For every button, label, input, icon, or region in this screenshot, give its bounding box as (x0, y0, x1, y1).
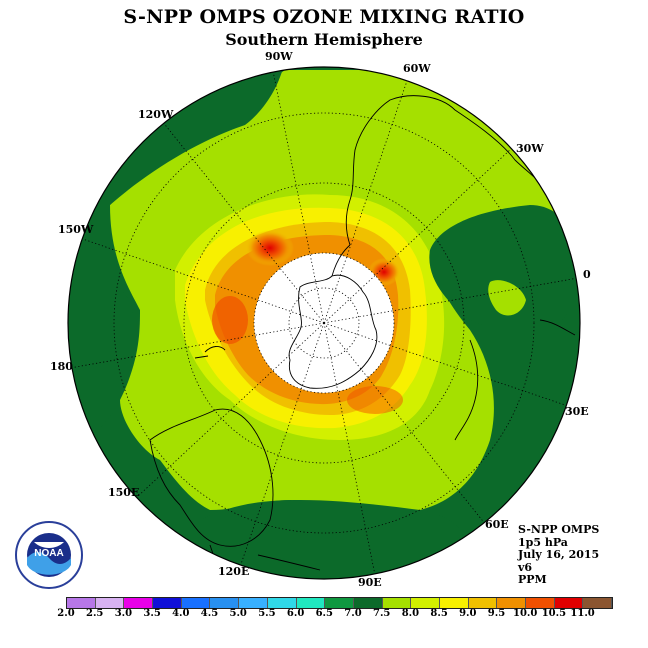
colorbar-tick-label: 8.5 (430, 608, 448, 619)
lon-label-30e: 30E (565, 405, 589, 418)
colorbar-tick-label: 6.5 (315, 608, 333, 619)
lon-label-180: 180 (50, 360, 73, 373)
colorbar-cell (210, 598, 240, 608)
colorbar (66, 597, 614, 609)
coastlines (149, 95, 576, 579)
colorbar-tick-label: 9.0 (459, 608, 477, 619)
colorbar-tick-label: 10.0 (513, 608, 538, 619)
colorbar-cell (239, 598, 268, 608)
info-units: PPM (518, 573, 547, 586)
colorbar-cell (267, 598, 297, 608)
lon-label-150w: 150W (58, 223, 94, 236)
colorbar-tick-label: 4.0 (172, 608, 190, 619)
colorbar-cell (583, 598, 613, 608)
map-subtitle: Southern Hemisphere (225, 30, 423, 49)
lon-label-30w: 30W (516, 142, 544, 155)
map-title: S-NPP OMPS OZONE MIXING RATIO (123, 6, 525, 28)
colorbar-tick-label: 3.0 (114, 608, 133, 619)
ozone-field (68, 67, 580, 579)
colorbar-cell (124, 598, 154, 608)
colorbar-cell (181, 598, 211, 608)
colorbar-cell (468, 598, 498, 608)
lon-label-90e: 90E (358, 576, 382, 589)
colorbar-cell (325, 598, 354, 608)
colorbar-tick-label: 4.5 (200, 608, 219, 619)
info-instrument: S-NPP OMPS (518, 523, 600, 536)
colorbar-cell (153, 598, 182, 608)
colorbar-tick-label: 9.5 (487, 608, 506, 619)
colorbar-tick-label: 7.5 (372, 608, 391, 619)
lon-label-150e: 150E (108, 486, 140, 499)
info-version: v6 (518, 560, 533, 574)
noaa-logo: NOAA (15, 521, 83, 589)
colorbar-cell (526, 598, 555, 608)
colorbar-tick-label: 5.5 (258, 608, 276, 619)
info-level: 1p5 hPa (518, 535, 568, 549)
colorbar-tick-label: 8.0 (401, 608, 420, 619)
colorbar-cell (353, 598, 383, 608)
colorbar-cell (439, 598, 469, 608)
meridian-lines (69, 67, 579, 579)
lon-label-120e: 120E (218, 565, 250, 578)
colorbar-tick-label: 10.5 (541, 608, 567, 619)
product-info: S-NPP OMPS 1p5 hPa July 16, 2015 v6 PPM (518, 523, 600, 587)
info-date: July 16, 2015 (518, 548, 600, 561)
colorbar-cell (411, 598, 440, 608)
colorbar-cell (95, 598, 125, 608)
colorbar-cell (554, 598, 584, 608)
colorbar-tick-label: 11.0 (570, 608, 595, 619)
colorbar-tick-label: 5.0 (229, 608, 247, 619)
lon-label-60e: 60E (485, 518, 509, 531)
colorbar-tick-label: 3.5 (143, 608, 161, 619)
logo-text: NOAA (34, 548, 63, 559)
colorbar-tick-label: 2.0 (57, 608, 75, 619)
colorbar-cell (382, 598, 412, 608)
colorbar-cell (497, 598, 526, 608)
lon-label-60w: 60W (403, 62, 431, 75)
colorbar-tick-label: 6.0 (286, 608, 305, 619)
map-border (67, 66, 581, 580)
lon-label-90w: 90W (265, 50, 293, 63)
lon-label-0: 0 (583, 268, 591, 281)
lon-label-120w: 120W (138, 108, 174, 121)
colorbar-tick-label: 2.5 (85, 608, 104, 619)
colorbar-cell (67, 598, 96, 608)
colorbar-cell (296, 598, 326, 608)
colorbar-tick-label: 7.0 (344, 608, 362, 619)
latitude-circles (113, 112, 535, 534)
